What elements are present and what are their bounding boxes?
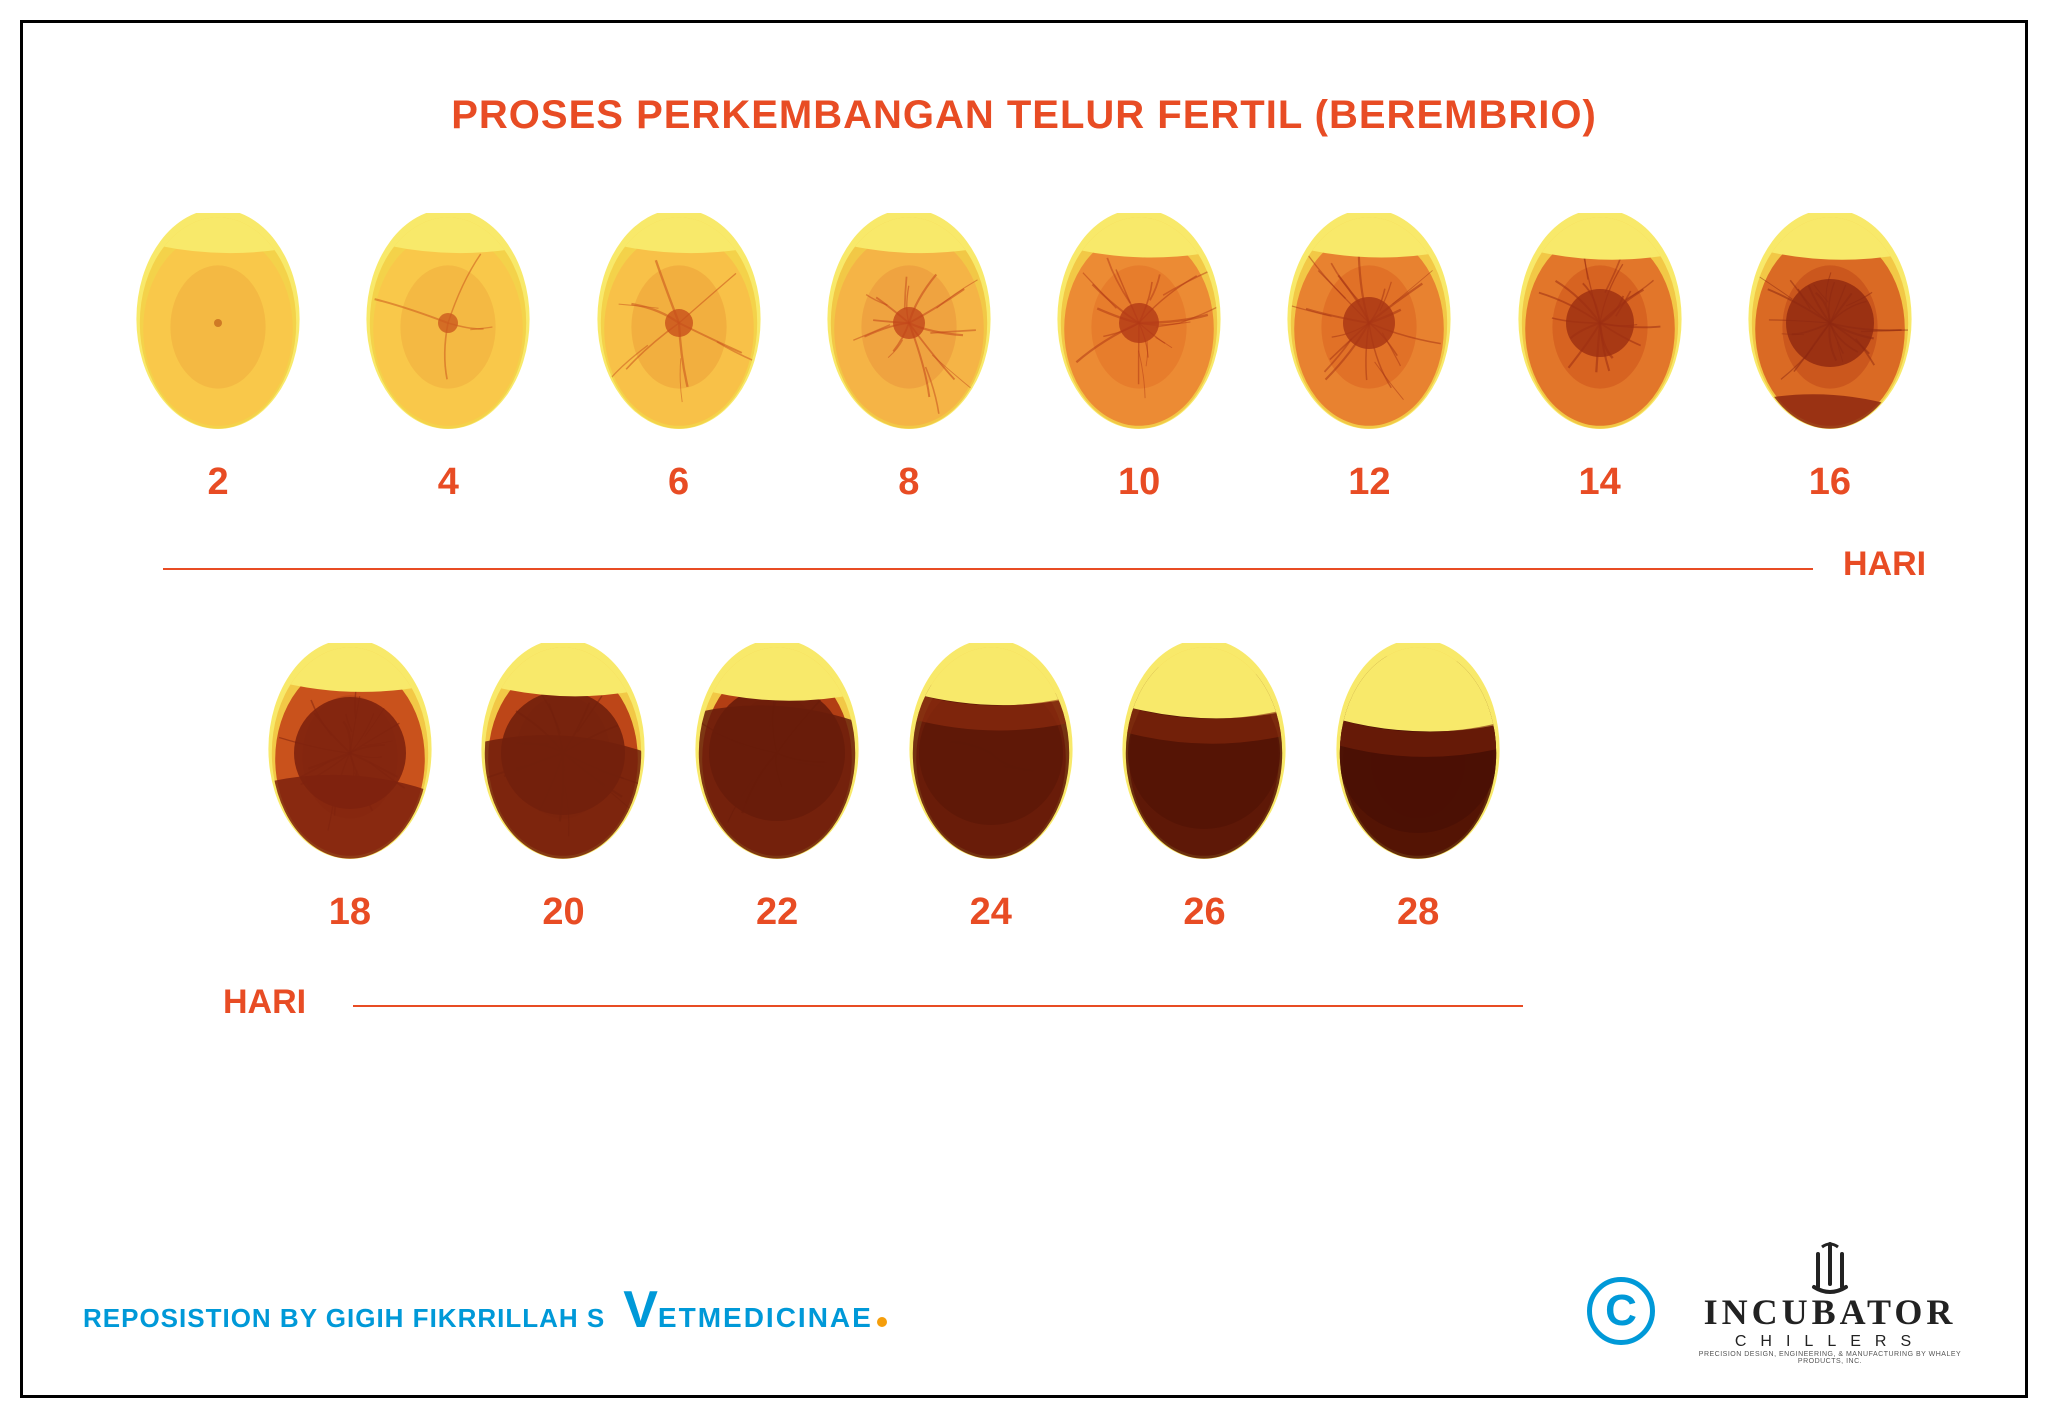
day-label: 22 bbox=[756, 891, 798, 934]
vetmedicinae-logo: V ETMEDICINAE bbox=[623, 1284, 887, 1345]
egg-icon bbox=[1119, 643, 1289, 863]
day-label: 4 bbox=[438, 461, 459, 504]
egg-cell: 2 bbox=[133, 213, 303, 504]
egg-cell: 24 bbox=[906, 643, 1076, 934]
incubator-logo-line3: PRECISION DESIGN, ENGINEERING, & MANUFAC… bbox=[1675, 1351, 1985, 1365]
incubator-logo-line1: INCUBATOR bbox=[1675, 1291, 1985, 1333]
incubator-logo-line2: CHILLERS bbox=[1675, 1333, 1985, 1351]
egg-cell: 22 bbox=[692, 643, 862, 934]
egg-icon bbox=[824, 213, 994, 433]
egg-row-1: 2 4 6 8 10 12 14 16 bbox=[103, 213, 1945, 504]
egg-cell: 18 bbox=[265, 643, 435, 934]
egg-cell: 16 bbox=[1745, 213, 1915, 504]
vet-logo-dot-icon bbox=[877, 1317, 887, 1327]
egg-icon bbox=[133, 213, 303, 433]
vet-logo-rest: ETMEDICINAE bbox=[658, 1302, 873, 1334]
copyright-badge-icon: C bbox=[1587, 1277, 1655, 1345]
egg-icon bbox=[1515, 213, 1685, 433]
unit-label-row2: HARI bbox=[223, 983, 306, 1022]
day-label: 26 bbox=[1183, 891, 1225, 934]
egg-cell: 8 bbox=[824, 213, 994, 504]
egg-cell: 26 bbox=[1119, 643, 1289, 934]
egg-cell: 6 bbox=[594, 213, 764, 504]
day-label: 14 bbox=[1578, 461, 1620, 504]
day-label: 28 bbox=[1397, 891, 1439, 934]
egg-icon bbox=[478, 643, 648, 863]
egg-cell: 28 bbox=[1333, 643, 1503, 934]
vet-logo-v: V bbox=[623, 1284, 658, 1336]
credit-text: REPOSISTION BY GIGIH FIKRRILLAH S bbox=[83, 1303, 605, 1334]
egg-icon bbox=[265, 643, 435, 863]
day-label: 12 bbox=[1348, 461, 1390, 504]
egg-icon bbox=[363, 213, 533, 433]
day-label: 18 bbox=[329, 891, 371, 934]
incubator-chillers-logo: INCUBATOR CHILLERS PRECISION DESIGN, ENG… bbox=[1675, 1239, 1985, 1365]
day-label: 6 bbox=[668, 461, 689, 504]
egg-cell: 14 bbox=[1515, 213, 1685, 504]
egg-icon bbox=[906, 643, 1076, 863]
day-label: 8 bbox=[898, 461, 919, 504]
egg-icon bbox=[1333, 643, 1503, 863]
egg-icon bbox=[1745, 213, 1915, 433]
egg-row-2: 18 20 22 24 26 28 bbox=[243, 643, 1525, 934]
day-label: 10 bbox=[1118, 461, 1160, 504]
credit-line: REPOSISTION BY GIGIH FIKRRILLAH S V ETME… bbox=[83, 1284, 887, 1345]
egg-cell: 12 bbox=[1284, 213, 1454, 504]
day-label: 16 bbox=[1809, 461, 1851, 504]
day-label: 24 bbox=[970, 891, 1012, 934]
incubator-mark-icon bbox=[1800, 1239, 1860, 1299]
egg-icon bbox=[692, 643, 862, 863]
egg-icon bbox=[1284, 213, 1454, 433]
divider-line-2 bbox=[353, 1005, 1523, 1007]
egg-cell: 10 bbox=[1054, 213, 1224, 504]
divider-line-1 bbox=[163, 568, 1813, 570]
diagram-title: PROSES PERKEMBANGAN TELUR FERTIL (BEREMB… bbox=[23, 93, 2025, 138]
egg-cell: 4 bbox=[363, 213, 533, 504]
day-label: 2 bbox=[208, 461, 229, 504]
egg-cell: 20 bbox=[478, 643, 648, 934]
egg-icon bbox=[1054, 213, 1224, 433]
egg-icon bbox=[594, 213, 764, 433]
unit-label-row1: HARI bbox=[1843, 545, 1926, 584]
diagram-frame: PROSES PERKEMBANGAN TELUR FERTIL (BEREMB… bbox=[20, 20, 2028, 1398]
day-label: 20 bbox=[542, 891, 584, 934]
